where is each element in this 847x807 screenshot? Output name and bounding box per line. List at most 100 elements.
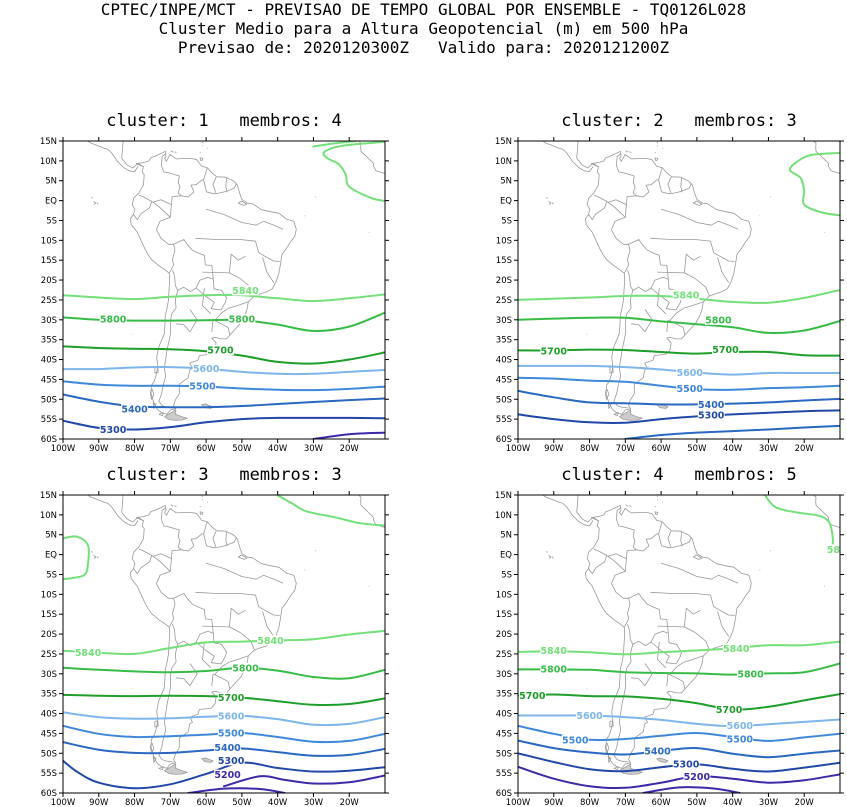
contour-label-5300: 5300	[100, 425, 127, 436]
lon-label: 90W	[89, 444, 109, 454]
island-coastline	[339, 490, 340, 491]
contour-5840	[278, 495, 385, 525]
island-coastline	[174, 506, 176, 507]
contour-5200	[313, 433, 385, 439]
country-border	[616, 154, 636, 196]
contour-label-5500: 5500	[562, 735, 589, 746]
lat-label: 10N	[40, 157, 57, 167]
contour-5700	[518, 694, 840, 710]
lon-label: 70W	[616, 444, 636, 454]
lon-label: 60W	[651, 444, 671, 454]
tierra-del-fuego	[165, 410, 188, 420]
panel-title: cluster: 1 membros: 4	[23, 111, 425, 131]
central-america-pacific-coastline	[518, 489, 593, 526]
island-coastline	[655, 158, 658, 161]
lat-label: 35S	[496, 336, 512, 346]
lat-label: 40S	[41, 710, 57, 720]
contour-label-5700: 5700	[207, 345, 234, 356]
contour-label-5840: 5840	[232, 286, 259, 297]
country-border	[684, 254, 700, 273]
country-border	[608, 200, 626, 205]
island-coastline	[92, 551, 93, 553]
island-coastline	[174, 152, 176, 153]
lat-label: 15S	[41, 256, 57, 266]
island-coastline	[200, 135, 201, 137]
island-coastline	[97, 203, 98, 205]
lat-label: EQ	[500, 551, 512, 561]
island-coastline	[629, 506, 631, 507]
island-coastline	[548, 555, 551, 558]
contour-label-5500: 5500	[727, 734, 754, 745]
island-coastline	[150, 743, 154, 753]
lon-label: 80W	[125, 444, 145, 454]
lon-label: 60W	[196, 444, 216, 454]
island-coastline	[655, 512, 658, 515]
contour-label-5600: 5600	[218, 711, 245, 722]
lat-label: EQ	[45, 551, 57, 561]
contour-label-5800: 5800	[232, 663, 259, 674]
island-coastline	[547, 551, 548, 553]
island-coastline	[614, 413, 618, 416]
lat-label: 40S	[41, 356, 57, 366]
contour-label-5400: 5400	[644, 746, 671, 757]
island-coastline	[171, 505, 174, 506]
country-border	[263, 257, 274, 282]
island-coastline	[331, 487, 332, 488]
country-border	[628, 240, 669, 292]
lat-label: 10S	[41, 590, 57, 600]
contour-label-5600: 5600	[677, 368, 704, 379]
country-border	[134, 201, 152, 219]
island-coastline	[786, 133, 787, 134]
contour-5600	[63, 367, 385, 374]
tierra-del-fuego	[620, 410, 643, 420]
lat-label: 10S	[41, 236, 57, 246]
island-coastline	[332, 134, 333, 135]
lat-label: 15N	[40, 137, 57, 147]
country-border	[139, 549, 171, 571]
country-border	[684, 656, 704, 662]
contour-label-5200: 5200	[684, 772, 711, 783]
country-border	[718, 611, 729, 636]
lat-label: 5N	[500, 531, 512, 541]
contour-label-5400: 5400	[214, 743, 241, 754]
country-border	[670, 662, 685, 688]
central-america-pacific-coastline	[518, 135, 593, 172]
island-coastline	[93, 555, 96, 558]
country-border	[196, 633, 226, 664]
island-coastline	[626, 505, 629, 506]
island-coastline	[655, 135, 656, 137]
contour-5800	[63, 668, 385, 679]
country-border	[684, 608, 700, 627]
central-america-coastline	[104, 491, 143, 522]
country-border	[651, 633, 681, 664]
country-border	[213, 531, 216, 547]
country-border	[215, 662, 230, 688]
lon-label: 80W	[580, 444, 600, 454]
contour-label-5800: 5800	[737, 670, 764, 681]
island-coastline	[200, 158, 203, 161]
island-coastline	[159, 767, 163, 770]
contour-label-5700: 5700	[712, 345, 739, 356]
country-border	[203, 288, 211, 314]
country-border	[263, 611, 274, 636]
contour-label-5840: 5840	[541, 646, 568, 657]
lat-label: 30S	[41, 316, 57, 326]
lat-label: 35S	[496, 690, 512, 700]
country-border	[636, 522, 662, 551]
lat-label: 55S	[41, 415, 57, 425]
country-border	[203, 642, 211, 668]
island-coastline	[331, 133, 332, 134]
country-border	[608, 554, 626, 559]
contour-5840	[63, 536, 89, 578]
country-border	[614, 644, 633, 762]
lat-label: 55S	[496, 769, 512, 779]
lat-label: 15S	[496, 256, 512, 266]
contour-label-5700: 5700	[519, 691, 546, 702]
tierra-del-fuego	[165, 764, 188, 774]
panel-title: cluster: 4 membros: 5	[478, 465, 847, 485]
